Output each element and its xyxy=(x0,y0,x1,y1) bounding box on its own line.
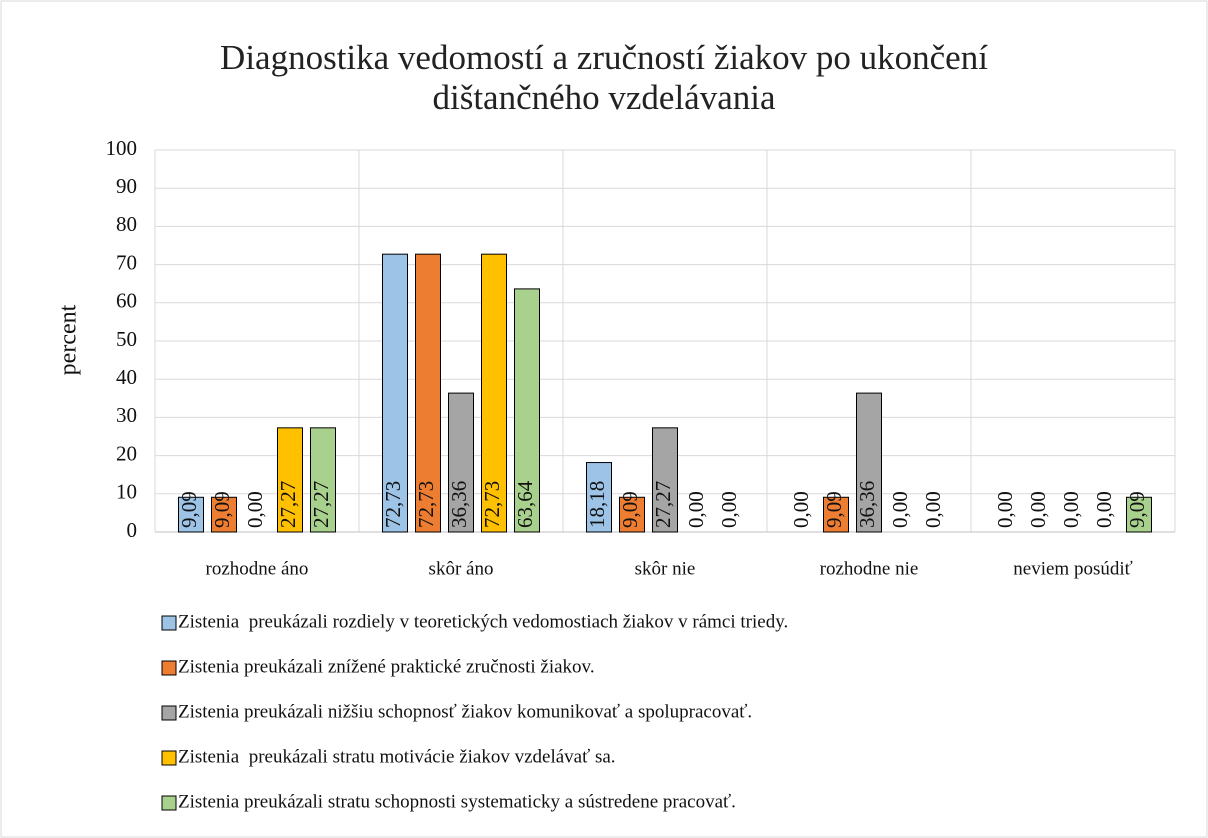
legend-label: Zistenia preukázali rozdiely v teoretick… xyxy=(178,611,788,632)
data-label: 0,00 xyxy=(684,491,708,528)
legend-label: Zistenia preukázali stratu motivácie žia… xyxy=(178,746,616,767)
bar xyxy=(415,253,441,533)
x-tick-label: neviem posúdiť xyxy=(1013,558,1132,579)
data-label: 0,00 xyxy=(1092,491,1116,528)
data-label: 9,09 xyxy=(822,491,846,528)
bar xyxy=(448,392,474,533)
data-label: 27,27 xyxy=(651,481,675,528)
bar xyxy=(1126,496,1152,533)
bar xyxy=(382,253,408,533)
legend-label: Zistenia preukázali stratu schopnosti sy… xyxy=(178,791,736,812)
data-label: 0,00 xyxy=(717,491,741,528)
data-label: 72,73 xyxy=(480,481,504,528)
data-label: 0,00 xyxy=(789,491,813,528)
bar xyxy=(178,496,204,533)
x-tick-label: skôr áno xyxy=(429,558,494,579)
data-label: 18,18 xyxy=(585,481,609,528)
data-label: 27,27 xyxy=(276,481,300,528)
legend-swatch xyxy=(161,705,177,721)
y-tick-label: 80 xyxy=(116,212,137,236)
data-label: 9,09 xyxy=(618,491,642,528)
data-label: 0,00 xyxy=(921,491,945,528)
y-tick-label: 10 xyxy=(116,480,137,504)
bar xyxy=(823,496,849,533)
legend-swatch xyxy=(161,615,177,631)
data-label: 0,00 xyxy=(888,491,912,528)
bar xyxy=(310,427,336,533)
data-label: 27,27 xyxy=(309,481,333,528)
x-tick-label: skôr nie xyxy=(635,558,696,579)
bar xyxy=(586,462,612,533)
data-label: 0,00 xyxy=(1026,491,1050,528)
bar xyxy=(481,253,507,533)
bar xyxy=(211,496,237,533)
y-axis-label: percent xyxy=(56,304,82,375)
y-tick-label: 90 xyxy=(116,174,137,198)
bar xyxy=(277,427,303,533)
y-tick-label: 20 xyxy=(116,441,137,465)
data-label: 9,09 xyxy=(177,491,201,528)
data-label: 36,36 xyxy=(855,481,879,528)
x-tick-label: rozhodne nie xyxy=(820,558,919,579)
bar xyxy=(652,427,678,533)
legend-swatch xyxy=(161,795,177,811)
data-label: 0,00 xyxy=(1059,491,1083,528)
data-label: 0,00 xyxy=(243,491,267,528)
bar xyxy=(514,288,540,533)
data-label: 9,09 xyxy=(1125,491,1149,528)
bar xyxy=(856,392,882,533)
data-label: 9,09 xyxy=(210,491,234,528)
y-tick-label: 50 xyxy=(116,327,137,351)
data-label: 36,36 xyxy=(447,481,471,528)
bar xyxy=(619,496,645,533)
legend-swatch xyxy=(161,750,177,766)
data-label: 72,73 xyxy=(414,481,438,528)
legend-label: Zistenia preukázali nižšiu schopnosť žia… xyxy=(178,701,752,722)
legend-swatch xyxy=(161,660,177,676)
y-tick-label: 0 xyxy=(127,518,138,542)
legend-label: Zistenia preukázali znížené praktické zr… xyxy=(178,656,595,677)
chart-title: Diagnostika vedomostí a zručností žiakov… xyxy=(220,38,988,117)
y-tick-label: 30 xyxy=(116,403,137,427)
y-tick-label: 40 xyxy=(116,365,137,389)
y-tick-label: 100 xyxy=(106,136,138,160)
y-tick-label: 70 xyxy=(116,250,137,274)
y-tick-label: 60 xyxy=(116,289,137,313)
x-tick-label: rozhodne áno xyxy=(206,558,309,579)
data-label: 63,64 xyxy=(513,480,537,528)
data-label: 72,73 xyxy=(381,481,405,528)
data-label: 0,00 xyxy=(993,491,1017,528)
